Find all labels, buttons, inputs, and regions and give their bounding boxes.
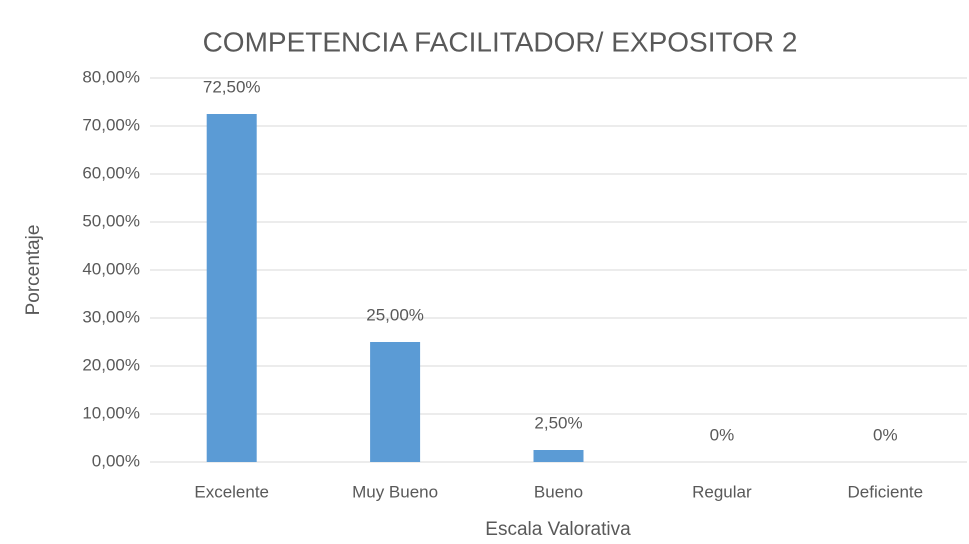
- data-label: 72,50%: [203, 77, 261, 96]
- y-tick-label: 20,00%: [82, 355, 140, 374]
- bar: [533, 450, 584, 462]
- x-tick-label: Regular: [692, 482, 752, 501]
- x-tick-label: Excelente: [194, 482, 269, 501]
- y-tick-label: 80,00%: [82, 67, 140, 86]
- x-tick-label: Muy Bueno: [352, 482, 438, 501]
- y-tick-label: 70,00%: [82, 115, 140, 134]
- y-tick-label: 60,00%: [82, 163, 140, 182]
- bar: [206, 114, 257, 462]
- x-axis-label: Escala Valorativa: [485, 519, 631, 540]
- bar: [370, 342, 421, 462]
- y-tick-label: 0,00%: [92, 451, 140, 470]
- chart-title: COMPETENCIA FACILITADOR/ EXPOSITOR 2: [203, 26, 798, 57]
- data-label: 2,50%: [534, 413, 582, 432]
- y-tick-label: 30,00%: [82, 307, 140, 326]
- y-axis-label: Porcentaje: [23, 225, 44, 316]
- y-tick-label: 10,00%: [82, 403, 140, 422]
- data-label: 25,00%: [366, 305, 424, 324]
- y-tick-label: 50,00%: [82, 211, 140, 230]
- data-label: 0%: [873, 425, 898, 444]
- data-label: 0%: [710, 425, 735, 444]
- x-tick-label: Bueno: [534, 482, 583, 501]
- y-tick-label: 40,00%: [82, 259, 140, 278]
- x-tick-label: Deficiente: [847, 482, 923, 501]
